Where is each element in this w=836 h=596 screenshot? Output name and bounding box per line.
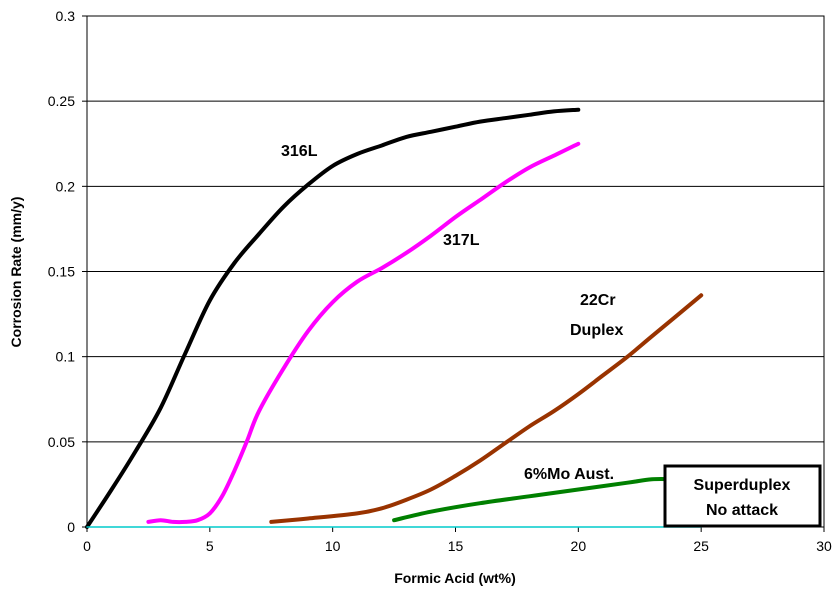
y-axis-ticks: 0 0.05 0.1 0.15 0.2 0.25 0.3 (48, 8, 87, 535)
y-tick-label: 0 (67, 519, 75, 535)
series-line-22cr-duplex (269, 293, 704, 524)
gridlines (87, 15, 824, 443)
y-tick-label: 0.25 (48, 93, 75, 109)
annotation-22cr: 22Cr (580, 292, 616, 309)
x-tick-label: 0 (83, 538, 91, 554)
x-tick-label: 25 (693, 538, 709, 554)
annotation-317l: 317L (443, 232, 480, 249)
note-box-border (663, 464, 822, 528)
series-line-316l (85, 107, 581, 529)
x-tick-label: 15 (448, 538, 464, 554)
y-tick-label: 0.15 (48, 264, 75, 280)
note-line-1: Superduplex (694, 477, 791, 494)
series-line-6-mo-aust (392, 477, 679, 523)
series-lines (85, 107, 704, 529)
x-tick-label: 20 (571, 538, 587, 554)
annotation-6mo-aust: 6%Mo Aust. (524, 466, 614, 483)
series-line-317l (146, 141, 581, 525)
x-axis-ticks: 0 5 10 15 20 25 30 (83, 527, 832, 554)
y-tick-label: 0.3 (56, 8, 76, 24)
y-tick-label: 0.1 (56, 349, 76, 365)
x-tick-label: 5 (206, 538, 214, 554)
y-tick-label: 0.05 (48, 434, 75, 450)
x-tick-label: 30 (816, 538, 832, 554)
note-line-2: No attack (706, 502, 778, 519)
annotation-316l: 316L (281, 143, 318, 160)
superduplex-note-box: Superduplex No attack (663, 464, 822, 528)
x-axis-title: Formic Acid (wt%) (394, 570, 516, 586)
x-tick-label: 10 (325, 538, 341, 554)
annotation-duplex: Duplex (570, 322, 623, 339)
y-tick-label: 0.2 (56, 178, 76, 194)
y-axis-title: Corrosion Rate (mm/y) (8, 197, 24, 348)
